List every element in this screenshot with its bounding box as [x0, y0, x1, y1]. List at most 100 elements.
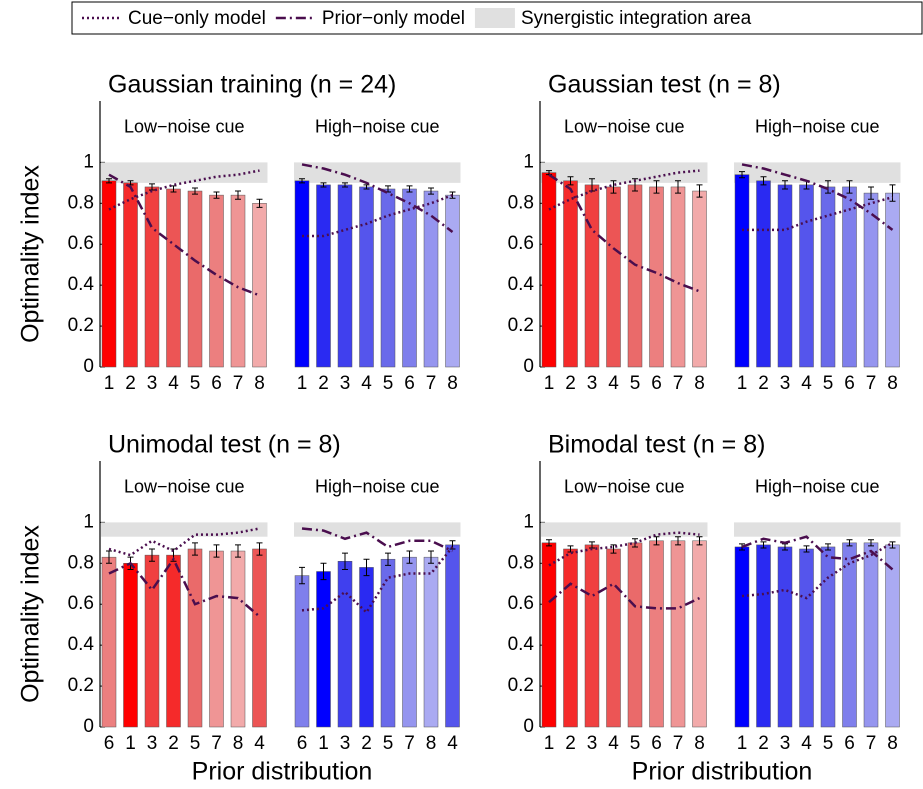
- bar: [584, 544, 600, 728]
- x-tick-label: 5: [190, 733, 201, 754]
- y-tick-label: 0: [83, 356, 94, 377]
- cue-only-line: [301, 546, 454, 615]
- x-tick-label: 2: [565, 373, 576, 394]
- x-tick-label: 2: [318, 373, 329, 394]
- error-bar: [363, 558, 370, 577]
- y-tick-label: 0: [523, 356, 534, 377]
- bar: [359, 567, 374, 728]
- x-tick-label: 5: [823, 373, 834, 394]
- bar: [820, 546, 836, 728]
- synergy-area: [541, 522, 708, 537]
- x-tick-label: 3: [340, 373, 351, 394]
- error-bar: [428, 550, 434, 564]
- bar: [756, 544, 771, 728]
- y-axis-label: Optimality index: [17, 165, 45, 343]
- error-bar: [213, 544, 220, 558]
- bar: [649, 540, 664, 728]
- error-bar: [610, 544, 617, 554]
- bar: [820, 186, 836, 368]
- cue-only-line: [548, 169, 700, 211]
- error-bar: [653, 180, 660, 194]
- x-tick-label: 8: [694, 373, 705, 394]
- x-tick-label: 4: [447, 733, 458, 754]
- bar: [402, 556, 417, 728]
- x-tick-label: 8: [233, 733, 244, 754]
- x-tick-label: 8: [447, 373, 458, 394]
- bar: [209, 194, 224, 368]
- error-bar: [760, 176, 767, 186]
- bar: [316, 184, 331, 368]
- bar: [166, 554, 181, 728]
- error-bar: [149, 183, 155, 191]
- error-bar: [320, 182, 327, 188]
- error-bar: [889, 184, 896, 202]
- error-bar: [106, 178, 112, 184]
- x-tick-label: 2: [361, 733, 372, 754]
- bar: [756, 180, 771, 368]
- x-tick-label: 3: [147, 373, 158, 394]
- x-tick-label: 2: [758, 733, 769, 754]
- group-label: Low−noise cue: [564, 116, 685, 136]
- chart-title: Unimodal test (n = 8): [108, 431, 341, 459]
- synergy-area: [734, 522, 901, 537]
- bar: [230, 550, 246, 728]
- x-tick-label: 6: [211, 373, 222, 394]
- x-tick-label: 4: [608, 733, 619, 754]
- x-tick-label: 2: [168, 733, 179, 754]
- cue-only-line: [108, 169, 260, 211]
- x-tick-label: 5: [823, 733, 834, 754]
- cue-only-line: [548, 531, 700, 567]
- error-bar: [696, 536, 703, 546]
- bar: [359, 186, 374, 368]
- error-bar: [825, 180, 831, 194]
- error-bar: [213, 191, 220, 199]
- chart-title: Bimodal test (n = 8): [548, 431, 765, 459]
- bar: [316, 571, 331, 728]
- y-tick-label: 0.2: [68, 315, 94, 336]
- x-tick-label: 6: [844, 373, 855, 394]
- x-axis-label: Prior distribution: [632, 758, 813, 786]
- synergy-area: [101, 162, 268, 183]
- y-tick-label: 0.4: [68, 274, 95, 295]
- x-tick-label: 7: [211, 733, 222, 754]
- error-bar: [106, 550, 112, 564]
- group-label: High−noise cue: [755, 476, 880, 496]
- x-tick-label: 1: [297, 373, 308, 394]
- error-bar: [610, 180, 617, 194]
- y-tick-label: 0.4: [508, 274, 535, 295]
- y-tick-label: 0.2: [508, 675, 534, 696]
- error-bar: [449, 191, 456, 199]
- legend-label: Synergistic integration area: [521, 8, 752, 29]
- bar: [294, 575, 310, 728]
- bar: [734, 174, 750, 368]
- group-label: Low−noise cue: [564, 476, 685, 496]
- bar: [777, 546, 793, 728]
- y-tick-label: 1: [83, 511, 94, 532]
- error-bar: [235, 190, 241, 200]
- bar: [423, 190, 439, 368]
- x-tick-label: 7: [673, 733, 684, 754]
- legend-label: Cue−only model: [128, 8, 266, 29]
- prior-only-line: [741, 163, 894, 231]
- x-tick-label: 8: [887, 373, 898, 394]
- error-bar: [825, 543, 831, 551]
- x-tick-label: 6: [844, 733, 855, 754]
- bar: [627, 184, 643, 368]
- x-tick-label: 8: [254, 373, 265, 394]
- error-bar: [868, 539, 874, 547]
- prior-only-line: [301, 527, 454, 553]
- x-tick-label: 6: [404, 373, 415, 394]
- bar: [627, 542, 643, 728]
- prior-only-line: [108, 556, 261, 618]
- group-label: Low−noise cue: [124, 116, 245, 136]
- y-tick-label: 0.6: [68, 233, 94, 254]
- cue-only-line: [741, 541, 894, 600]
- error-bar: [782, 180, 788, 190]
- x-tick-label: 5: [630, 373, 641, 394]
- bar: [692, 190, 707, 368]
- bar: [337, 561, 353, 728]
- x-tick-label: 4: [361, 373, 372, 394]
- bar: [101, 556, 117, 728]
